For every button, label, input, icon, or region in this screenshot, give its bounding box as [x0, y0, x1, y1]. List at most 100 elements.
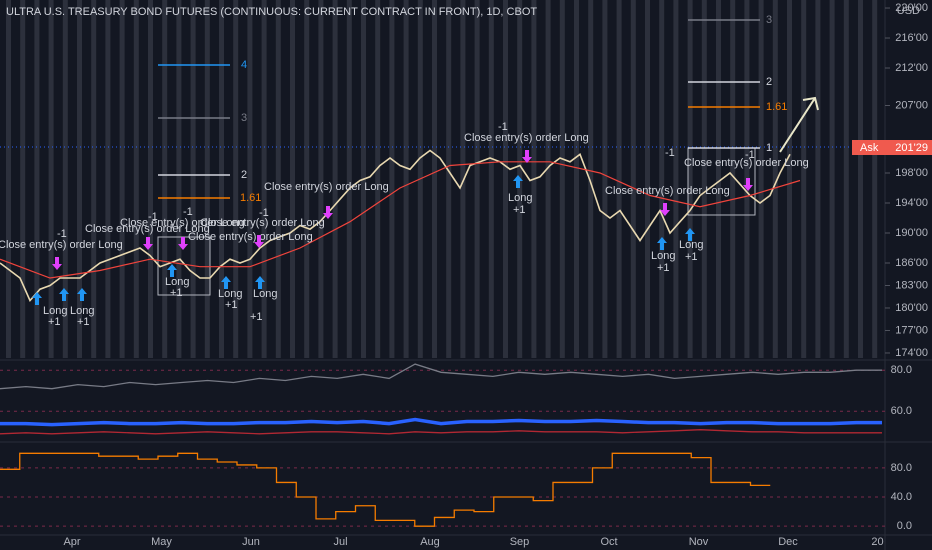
session-stripe [148, 0, 153, 358]
session-stripe [815, 0, 821, 358]
session-stripe [872, 0, 878, 358]
order-annotation: +1 [77, 316, 90, 328]
session-stripe [105, 0, 111, 358]
session-stripe [659, 0, 665, 358]
session-stripe [758, 0, 764, 358]
session-stripe [34, 0, 40, 358]
time-label: Aug [420, 536, 440, 548]
session-stripe [446, 0, 452, 358]
order-annotation: Long [679, 239, 703, 251]
session-stripe [332, 0, 338, 358]
close-arrow [522, 150, 532, 163]
order-annotation: Close entry(s) order Long [85, 223, 210, 235]
price-tick-label: 183'00 [895, 279, 928, 291]
session-stripe [261, 0, 267, 358]
session-stripe [630, 0, 636, 358]
order-annotation: +1 [48, 316, 61, 328]
time-label: Nov [689, 536, 709, 548]
session-stripe [545, 0, 551, 358]
session-stripe [645, 0, 650, 358]
price-tick-label: 180'00 [895, 302, 928, 314]
session-stripe [588, 0, 594, 358]
close-arrow [254, 235, 264, 248]
session-stripe [772, 0, 778, 358]
pane-tick-label: 80.0 [891, 462, 912, 474]
order-annotation: +1 [170, 287, 183, 299]
indicator-line [0, 363, 882, 390]
session-stripe [843, 0, 849, 358]
session-stripe [574, 0, 579, 358]
price-tick-label: 194'00 [895, 197, 928, 209]
order-annotation: +1 [685, 251, 698, 263]
indicator-line [0, 429, 882, 435]
time-label: Apr [63, 536, 80, 548]
session-stripe [616, 0, 622, 358]
session-stripe [91, 0, 97, 358]
order-annotation: +1 [250, 311, 263, 323]
session-stripe [6, 0, 11, 358]
pane-tick-label: 40.0 [891, 491, 912, 503]
fib-label: 2 [241, 169, 247, 181]
pane-tick-label: 80.0 [891, 364, 912, 376]
order-annotation: -1 [148, 211, 158, 223]
time-label: Dec [778, 536, 798, 548]
session-stripe [829, 0, 835, 358]
order-annotation: Long [253, 288, 277, 300]
indicator-line [0, 452, 771, 527]
session-stripe [801, 0, 807, 358]
session-stripe [503, 0, 508, 358]
order-annotation: Close entry(s) order Long [684, 157, 809, 169]
order-annotation: -1 [745, 149, 755, 161]
session-stripe [48, 0, 54, 358]
close-arrow [178, 237, 188, 250]
session-stripe [403, 0, 409, 358]
long-arrow [513, 175, 523, 188]
time-label: May [151, 536, 172, 548]
order-annotation: Close entry(s) order Long [188, 231, 313, 243]
session-stripe [275, 0, 281, 358]
close-arrow [743, 178, 753, 191]
session-stripe [133, 0, 139, 358]
session-stripe [673, 0, 679, 358]
order-annotation: Long [218, 288, 242, 300]
session-stripe [62, 0, 68, 358]
order-annotation: -1 [498, 121, 508, 133]
fib-label: 2 [766, 76, 772, 88]
order-annotation: Close entry(s) order Long [0, 239, 123, 251]
order-annotation: -1 [259, 207, 269, 219]
fib-label: 3 [241, 112, 247, 124]
order-annotation: Close entry(s) order Long [264, 181, 389, 193]
session-stripe [247, 0, 253, 358]
ask-label: Ask [860, 142, 879, 154]
session-stripe [346, 0, 352, 358]
session-stripe [389, 0, 395, 358]
long-arrow [255, 276, 265, 289]
price-tick-label: 220'00 [895, 2, 928, 14]
order-annotation: -1 [57, 228, 67, 240]
session-stripe [432, 0, 437, 358]
order-annotation: Long [651, 250, 675, 262]
fib-label: 1.61 [766, 101, 787, 113]
fib-label: 1.61 [240, 192, 261, 204]
price-tick-label: 207'00 [895, 99, 928, 111]
session-stripe [119, 0, 125, 358]
indicator-line [0, 417, 882, 427]
session-stripe [474, 0, 480, 358]
session-stripe [460, 0, 466, 358]
pane-tick-label: 60.0 [891, 405, 912, 417]
long-arrow [59, 288, 69, 301]
session-stripe [233, 0, 239, 358]
order-annotation: Long [165, 276, 189, 288]
session-stripe [602, 0, 608, 358]
ask-box [852, 140, 932, 155]
fib-label: 4 [241, 59, 247, 71]
order-annotation: Long [508, 192, 532, 204]
price-tick-label: 177'00 [895, 324, 928, 336]
price-tick-label: 216'00 [895, 32, 928, 44]
projection-arrow [779, 96, 819, 153]
pane-tick-label: 0.0 [897, 520, 912, 532]
order-annotation: +1 [657, 262, 670, 274]
long-arrow [167, 264, 177, 277]
order-annotation: -1 [183, 206, 193, 218]
long-arrow [657, 237, 667, 250]
